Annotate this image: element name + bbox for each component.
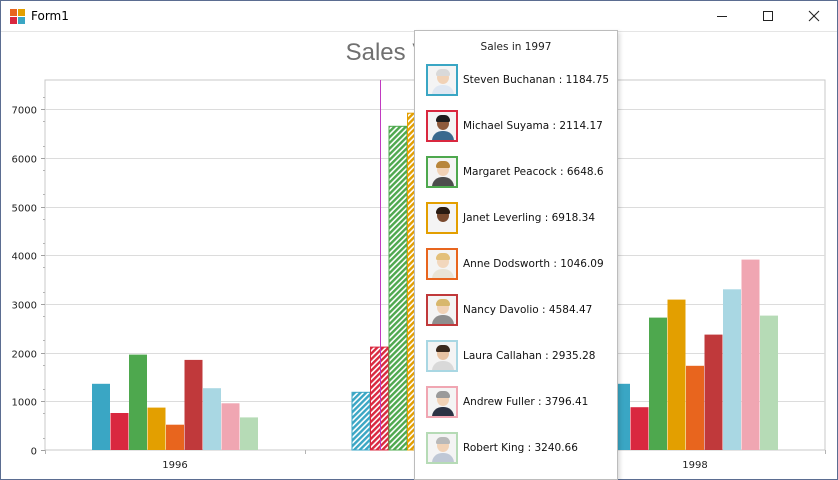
y-tick-label: 3000 bbox=[12, 301, 37, 312]
y-tick-label: 1000 bbox=[12, 398, 37, 409]
bar-1996-anne-dodsworth[interactable] bbox=[166, 424, 184, 450]
bar-1996-steven-buchanan[interactable] bbox=[92, 383, 110, 450]
y-tick-label: 4000 bbox=[12, 252, 37, 263]
x-tick-label: 1996 bbox=[162, 460, 187, 471]
tooltip-title: Sales in 1997 bbox=[480, 41, 552, 53]
tooltip-row: Anne Dodsworth : 1046.09 bbox=[426, 245, 604, 283]
bar-1998-michael-suyama[interactable] bbox=[630, 407, 649, 450]
tooltip-row-label: Steven Buchanan : 1184.75 bbox=[463, 74, 610, 86]
tooltip-row: Margaret Peacock : 6648.6 bbox=[426, 153, 604, 191]
bar-1998-margaret-peacock[interactable] bbox=[649, 317, 667, 450]
bar-1998-janet-leverling[interactable] bbox=[667, 299, 686, 450]
bar-1996-janet-leverling[interactable] bbox=[147, 407, 166, 450]
bar-1996-andrew-fuller[interactable] bbox=[221, 403, 240, 450]
bar-1996-robert-king[interactable] bbox=[240, 417, 258, 450]
tooltip-row-label: Anne Dodsworth : 1046.09 bbox=[463, 258, 604, 270]
tooltip-row-label: Andrew Fuller : 3796.41 bbox=[463, 396, 589, 408]
y-tick-label: 6000 bbox=[12, 155, 37, 166]
tooltip-row: Robert King : 3240.66 bbox=[426, 429, 578, 467]
bar-1996-nancy-davolio[interactable] bbox=[184, 359, 203, 450]
window-title: Form1 bbox=[31, 9, 69, 23]
person-icon bbox=[426, 202, 458, 234]
bar-1996-laura-callahan[interactable] bbox=[203, 388, 221, 450]
tooltip-row-label: Laura Callahan : 2935.28 bbox=[463, 350, 596, 362]
app-icon bbox=[10, 9, 26, 25]
tooltip-row: Janet Leverling : 6918.34 bbox=[426, 199, 595, 237]
bar-1997-steven-buchanan[interactable] bbox=[351, 391, 371, 451]
maximize-icon bbox=[763, 11, 773, 21]
minimize-icon bbox=[717, 16, 727, 17]
person-icon bbox=[426, 340, 458, 372]
tooltip-row-label: Nancy Davolio : 4584.47 bbox=[463, 304, 593, 316]
tooltip-row: Laura Callahan : 2935.28 bbox=[426, 337, 595, 375]
y-tick-label: 2000 bbox=[12, 350, 37, 361]
close-button[interactable] bbox=[791, 1, 837, 31]
close-icon bbox=[808, 10, 820, 22]
tooltip-row: Andrew Fuller : 3796.41 bbox=[426, 383, 588, 421]
tooltip-row: Nancy Davolio : 4584.47 bbox=[426, 291, 592, 329]
bar-1998-andrew-fuller[interactable] bbox=[741, 259, 760, 450]
maximize-button[interactable] bbox=[745, 1, 791, 31]
person-icon bbox=[426, 294, 458, 326]
title-bar[interactable]: Form1 bbox=[1, 1, 837, 32]
sales-tooltip: Sales in 1997 Steven Buchanan : 1184.75 M… bbox=[414, 30, 618, 480]
person-icon bbox=[426, 248, 458, 280]
y-tick-label: 0 bbox=[31, 447, 37, 458]
bar-1998-laura-callahan[interactable] bbox=[723, 289, 741, 450]
bar-1997-michael-suyama[interactable] bbox=[370, 346, 389, 451]
bar-1998-robert-king[interactable] bbox=[760, 315, 778, 450]
tooltip-row: Steven Buchanan : 1184.75 bbox=[426, 61, 609, 99]
tooltip-row-label: Robert King : 3240.66 bbox=[463, 442, 578, 454]
tooltip-row-label: Janet Leverling : 6918.34 bbox=[463, 212, 596, 224]
bar-1998-nancy-davolio[interactable] bbox=[704, 334, 723, 450]
person-icon bbox=[426, 64, 458, 96]
y-tick-label: 5000 bbox=[12, 204, 37, 215]
person-icon bbox=[426, 432, 458, 464]
tooltip-row-label: Michael Suyama : 2114.17 bbox=[463, 120, 603, 132]
tooltip-row-label: Margaret Peacock : 6648.6 bbox=[463, 166, 604, 178]
x-tick-label: 1998 bbox=[682, 460, 707, 471]
y-tick-label: 7000 bbox=[12, 106, 37, 117]
minimize-button[interactable] bbox=[699, 1, 745, 31]
tooltip-row: Michael Suyama : 2114.17 bbox=[426, 107, 603, 145]
person-icon bbox=[426, 386, 458, 418]
bar-1996-michael-suyama[interactable] bbox=[110, 413, 129, 450]
bar-1998-anne-dodsworth[interactable] bbox=[686, 365, 704, 450]
person-icon bbox=[426, 156, 458, 188]
person-icon bbox=[426, 110, 458, 142]
bar-1996-margaret-peacock[interactable] bbox=[129, 354, 147, 450]
bar-1997-margaret-peacock[interactable] bbox=[388, 125, 408, 451]
